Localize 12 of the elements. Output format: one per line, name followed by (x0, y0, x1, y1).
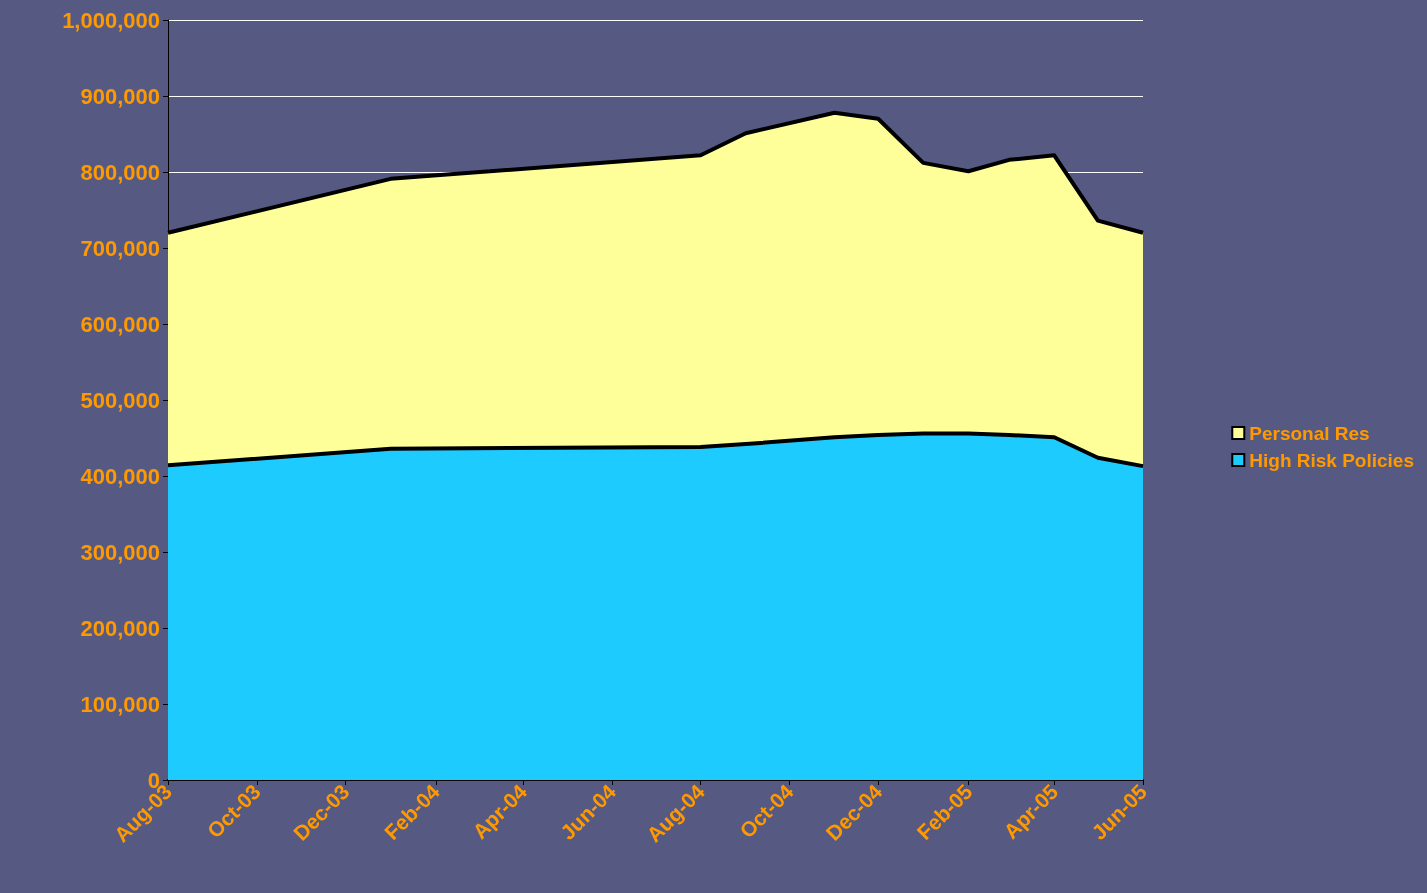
y-tick-label: 600,000 (80, 311, 160, 337)
y-tick-label: 400,000 (80, 463, 160, 489)
legend-label: High Risk Policies (1249, 449, 1415, 471)
y-tick-label: 300,000 (80, 539, 160, 565)
y-tick-label: 100,000 (80, 691, 160, 717)
y-tick-label: 700,000 (80, 235, 160, 261)
y-tick-label: 900,000 (80, 83, 160, 109)
y-tick-label: 500,000 (80, 387, 160, 413)
y-tick-label: 800,000 (80, 159, 160, 185)
legend-label: Personal Res (1249, 422, 1370, 444)
y-tick-label: 200,000 (80, 615, 160, 641)
y-tick-label: 1,000,000 (62, 7, 160, 33)
